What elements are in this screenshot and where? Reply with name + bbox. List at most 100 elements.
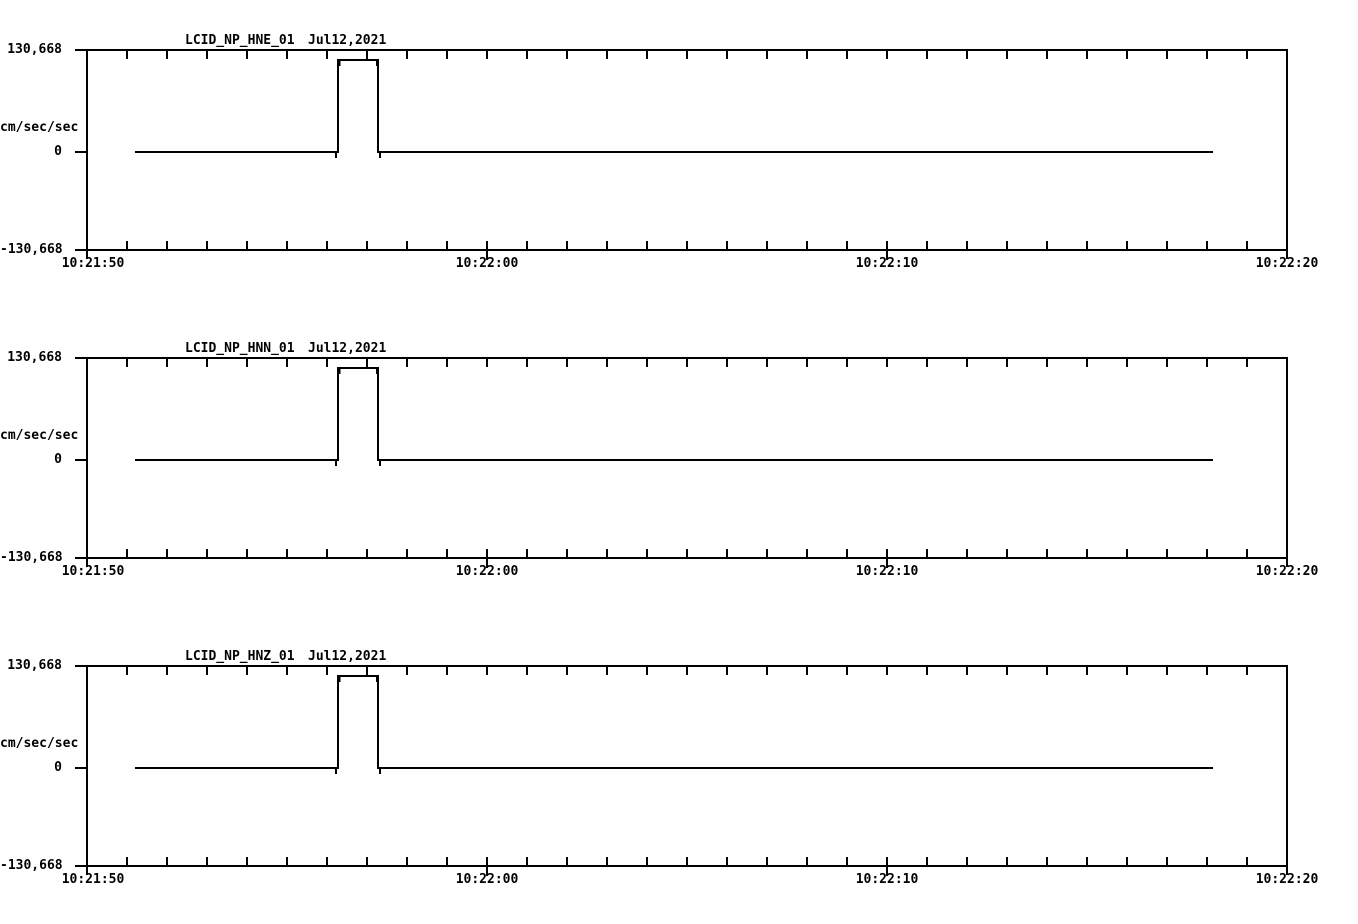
bottom-axis-minor-tick: [566, 857, 568, 865]
top-axis-tick: [486, 51, 488, 59]
bottom-axis-major-tick: [886, 241, 888, 260]
top-axis-tick: [606, 359, 608, 367]
bottom-axis-minor-tick: [526, 549, 528, 557]
bottom-axis-minor-tick: [166, 241, 168, 249]
bottom-axis-minor-tick: [446, 241, 448, 249]
top-axis-tick: [1006, 667, 1008, 675]
bottom-axis-minor-tick: [646, 549, 648, 557]
top-axis-tick: [246, 359, 248, 367]
bottom-axis-minor-tick: [1126, 241, 1128, 249]
top-axis-tick: [446, 359, 448, 367]
top-axis-tick: [1126, 359, 1128, 367]
top-axis-tick: [926, 359, 928, 367]
top-axis-tick: [686, 359, 688, 367]
top-axis-tick: [1166, 667, 1168, 675]
top-axis-tick: [126, 359, 128, 367]
top-axis-tick: [1006, 51, 1008, 59]
top-axis-tick: [806, 667, 808, 675]
top-axis-tick: [806, 51, 808, 59]
zero-tick: [75, 459, 87, 461]
bottom-axis-minor-tick: [1206, 241, 1208, 249]
bottom-axis-minor-tick: [1006, 857, 1008, 865]
right-axis-line: [1286, 666, 1288, 875]
top-axis-line: [75, 49, 1288, 51]
bottom-axis-minor-tick: [246, 549, 248, 557]
top-axis-tick: [366, 51, 368, 59]
bottom-axis-minor-tick: [1206, 549, 1208, 557]
top-axis-tick: [166, 359, 168, 367]
top-axis-tick: [1166, 51, 1168, 59]
bottom-axis-minor-tick: [246, 241, 248, 249]
bottom-axis-minor-tick: [446, 857, 448, 865]
bottom-axis-major-tick: [886, 857, 888, 876]
time-label: 10:22:10: [855, 564, 919, 579]
bottom-axis-minor-tick: [326, 549, 328, 557]
top-axis-tick: [1046, 359, 1048, 367]
bottom-axis-minor-tick: [1166, 549, 1168, 557]
amplitude-min-label: -130,668: [0, 550, 63, 565]
time-label: 10:22:20: [1255, 256, 1319, 271]
bottom-axis-minor-tick: [646, 857, 648, 865]
top-axis-tick: [1046, 51, 1048, 59]
top-axis-tick: [1166, 359, 1168, 367]
bottom-axis-minor-tick: [726, 549, 728, 557]
waveform-plot-area: [135, 675, 1213, 774]
waveform-trace: [135, 59, 1213, 158]
bottom-axis-minor-tick: [1046, 241, 1048, 249]
bottom-axis-minor-tick: [846, 241, 848, 249]
top-axis-tick: [606, 667, 608, 675]
zero-tick: [75, 151, 87, 153]
time-label: 10:22:20: [1255, 564, 1319, 579]
amplitude-min-label: -130,668: [0, 858, 63, 873]
top-axis-tick: [566, 359, 568, 367]
top-axis-tick: [886, 667, 888, 675]
bottom-axis-minor-tick: [1166, 857, 1168, 865]
bottom-axis-minor-tick: [926, 549, 928, 557]
bottom-axis-minor-tick: [806, 549, 808, 557]
bottom-axis-line: [75, 865, 1288, 867]
top-axis-tick: [686, 667, 688, 675]
bottom-axis-minor-tick: [1246, 241, 1248, 249]
top-axis-tick: [726, 51, 728, 59]
bottom-axis-minor-tick: [1006, 241, 1008, 249]
top-axis-tick: [1086, 359, 1088, 367]
top-axis-tick: [1086, 667, 1088, 675]
top-axis-tick: [766, 359, 768, 367]
top-axis-line: [75, 357, 1288, 359]
top-axis-tick: [486, 359, 488, 367]
top-axis-tick: [966, 667, 968, 675]
top-axis-tick: [366, 667, 368, 675]
top-axis-tick: [166, 667, 168, 675]
top-axis-tick: [766, 51, 768, 59]
top-axis-tick: [766, 667, 768, 675]
bottom-axis-minor-tick: [366, 549, 368, 557]
bottom-axis-minor-tick: [726, 857, 728, 865]
top-axis-tick: [1126, 667, 1128, 675]
bottom-axis-minor-tick: [206, 857, 208, 865]
bottom-axis-minor-tick: [406, 857, 408, 865]
bottom-axis-minor-tick: [1086, 857, 1088, 865]
amplitude-unit-label: cm/sec/sec: [0, 428, 79, 443]
top-axis-tick: [406, 51, 408, 59]
bottom-axis-minor-tick: [1086, 549, 1088, 557]
amplitude-min-label: -130,668: [0, 242, 63, 257]
top-axis-tick: [126, 667, 128, 675]
top-axis-tick: [366, 359, 368, 367]
bottom-axis-minor-tick: [166, 857, 168, 865]
bottom-axis-minor-tick: [1246, 857, 1248, 865]
waveform-trace: [135, 675, 1213, 774]
bottom-axis-major-tick: [486, 241, 488, 260]
bottom-axis-minor-tick: [606, 241, 608, 249]
left-axis-line: [86, 358, 88, 567]
top-axis-tick: [1046, 667, 1048, 675]
time-label: 10:21:50: [61, 564, 125, 579]
amplitude-max-label: 130,668: [7, 350, 62, 365]
bottom-axis-minor-tick: [686, 857, 688, 865]
bottom-axis-minor-tick: [1086, 241, 1088, 249]
bottom-axis-minor-tick: [1046, 857, 1048, 865]
bottom-axis-minor-tick: [686, 549, 688, 557]
channel-title: LCID_NP_HNE_01: [185, 33, 295, 48]
top-axis-tick: [446, 667, 448, 675]
bottom-axis-minor-tick: [806, 241, 808, 249]
top-axis-tick: [886, 51, 888, 59]
